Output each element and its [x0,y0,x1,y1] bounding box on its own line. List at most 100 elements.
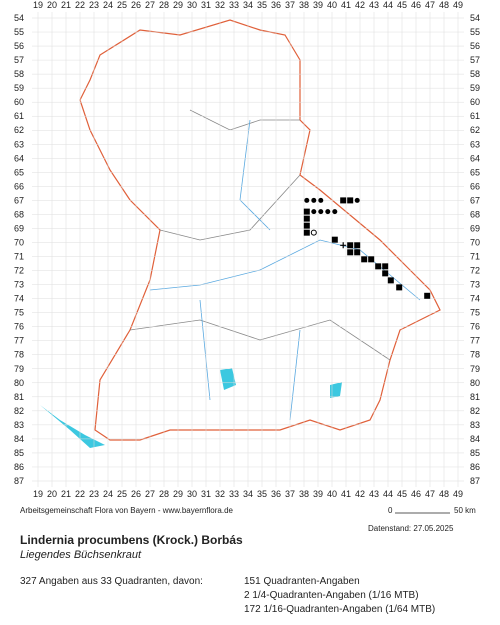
row-label: 59 [14,83,24,93]
row-label: 71 [470,252,480,262]
column-label: 23 [89,0,99,10]
scale-start: 0 [388,506,393,515]
column-label: 39 [313,0,323,10]
column-label: 28 [159,0,169,10]
square-point [303,222,310,229]
scale-end: 50 km [454,506,476,515]
square-point [347,197,354,204]
row-label: 57 [14,55,24,65]
square-point [382,270,389,277]
column-label: 30 [187,489,197,499]
dot-point [311,197,317,203]
column-label: 37 [285,0,295,10]
square-point [303,208,310,215]
dot-point [304,197,310,203]
row-label: 61 [470,111,480,121]
square-point [354,242,361,249]
row-label: 65 [470,167,480,177]
column-label: 46 [411,489,421,499]
column-label: 28 [159,489,169,499]
dot-point [318,197,324,203]
summary-total: 327 Angaben aus 33 Quadranten, davon: [20,576,203,587]
row-label: 76 [470,322,480,332]
square-point [354,249,361,256]
row-label: 76 [14,322,24,332]
square-point [361,256,368,263]
column-label: 36 [271,0,281,10]
column-label: 47 [425,0,435,10]
row-label: 60 [470,97,480,107]
row-label: 67 [14,195,24,205]
dot-point [311,209,317,215]
row-label: 75 [470,308,480,318]
column-label: 40 [327,0,337,10]
column-label: 39 [313,489,323,499]
column-label: 34 [243,489,253,499]
date: Datenstand: 27.05.2025 [368,524,454,533]
row-label: 58 [470,69,480,79]
square-point [303,215,310,222]
row-label: 79 [14,364,24,374]
square-point [347,249,354,256]
column-label: 26 [131,0,141,10]
row-label: 81 [470,392,480,402]
column-label: 25 [117,0,127,10]
row-label: 54 [14,13,24,23]
column-label: 48 [439,489,449,499]
row-label: 84 [14,434,24,444]
row-label: 55 [14,27,24,37]
column-label: 45 [397,489,407,499]
row-label: 87 [14,476,24,486]
column-label: 24 [103,0,113,10]
dot-point [354,197,360,203]
row-label: 78 [470,350,480,360]
dot-point [332,209,338,215]
column-label: 32 [215,0,225,10]
row-label: 79 [470,364,480,374]
column-label: 41 [341,0,351,10]
points [303,197,431,299]
column-label: 26 [131,489,141,499]
summary-line: 172 1/16-Quadranten-Angaben (1/64 MTB) [244,604,435,615]
column-label: 31 [201,0,211,10]
row-label: 60 [14,97,24,107]
row-label: 56 [470,41,480,51]
row-label: 62 [470,125,480,135]
column-label: 29 [173,489,183,499]
column-label: 38 [299,0,309,10]
column-label: 27 [145,489,155,499]
base-map [40,19,441,448]
row-label: 87 [470,476,480,486]
column-label: 29 [173,0,183,10]
column-label: 20 [47,0,57,10]
row-label: 65 [14,167,24,177]
summary-line: 151 Quadranten-Angaben [244,576,360,587]
square-point [387,277,394,284]
row-label: 74 [14,294,24,304]
row-label: 80 [14,378,24,388]
column-label: 25 [117,489,127,499]
column-label: 42 [355,489,365,499]
square-point [368,256,375,263]
column-label: 43 [369,0,379,10]
row-label: 74 [470,294,480,304]
species-name: Lindernia procumbens (Krock.) Borbás [20,533,243,547]
row-label: 73 [14,280,24,290]
row-label: 86 [14,462,24,472]
row-label: 58 [14,69,24,79]
column-label: 32 [215,489,225,499]
row-label: 67 [470,195,480,205]
row-label: 54 [470,13,480,23]
square-point [396,284,403,291]
square-point [382,263,389,270]
column-label: 44 [383,489,393,499]
row-label: 72 [14,266,24,276]
row-label: 72 [470,266,480,276]
column-label: 46 [411,0,421,10]
row-label: 78 [14,350,24,360]
summary-line: 2 1/4-Quadranten-Angaben (1/16 MTB) [244,590,419,601]
row-label: 62 [14,125,24,135]
column-label: 47 [425,489,435,499]
row-label: 63 [470,139,480,149]
